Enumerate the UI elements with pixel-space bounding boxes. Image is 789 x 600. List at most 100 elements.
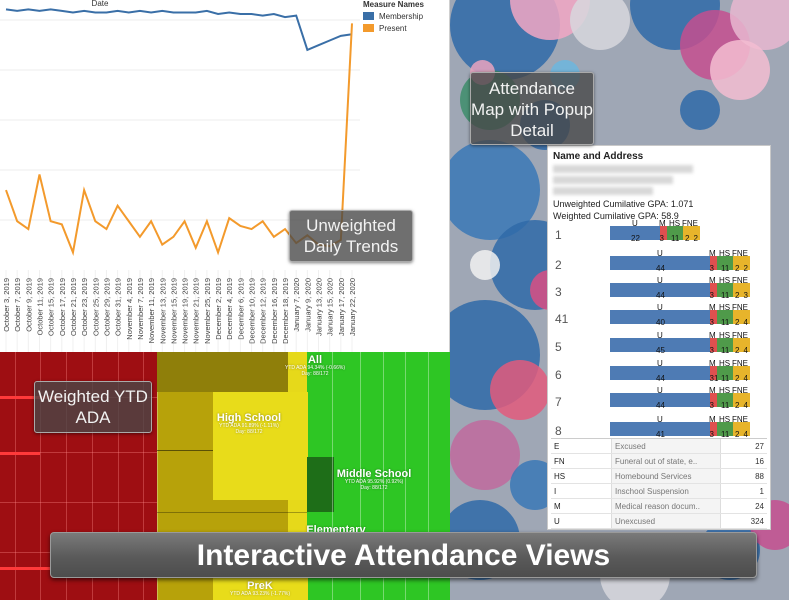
red-grid-v-4	[118, 352, 119, 600]
bar-count-m: 3	[709, 346, 714, 355]
bar-code-fne: FNE	[732, 249, 748, 258]
absence-row[interactable]: 5 45 3 11 2 4 U M HS FNE	[548, 331, 770, 361]
olive-border-1	[157, 512, 307, 513]
bar-count-fn: 2	[685, 234, 690, 243]
middle-school-name: Middle School	[336, 468, 412, 480]
bar-count-e: 4	[743, 346, 748, 355]
x-tick-label-29: January 15, 2020	[326, 278, 335, 336]
absence-row[interactable]: 3 44 3 11 2 3 U M HS FNE	[548, 276, 770, 306]
legend-item-membership[interactable]: Membership	[360, 10, 449, 22]
absence-row[interactable]: 6 44 31 11 2 4 U M HS FNE	[548, 359, 770, 389]
legend: Measure Names Membership Present	[360, 0, 449, 40]
x-tick-label-11: November 4, 2019	[125, 278, 134, 340]
bar-code-hs: HS	[719, 386, 731, 395]
code-row: E Excused 27	[551, 439, 767, 454]
map-circle-15[interactable]	[680, 90, 720, 130]
absence-row-label: 41	[555, 312, 569, 326]
absence-row[interactable]: 41 40 3 11 2 4 U M HS FNE	[548, 303, 770, 333]
green-grid-v-4	[428, 352, 429, 600]
x-tick-label-12: November 7, 2019	[136, 278, 145, 340]
code-code: HS	[554, 471, 566, 481]
x-tick-label-9: October 29, 2019	[102, 278, 111, 336]
treemap-label-high-school: High School YTD ADA 91.89% (-1.11%) Day:…	[200, 412, 298, 435]
bar-count-u: 22	[631, 234, 640, 243]
bar-count-hs: 11	[721, 401, 730, 410]
bar-segment-e	[745, 283, 750, 297]
code-description: Unexcused	[611, 514, 721, 528]
bar-segment-fn	[733, 283, 745, 297]
absence-row[interactable]: 2 44 3 11 2 2 U M HS FNE	[548, 249, 770, 279]
bar-count-hs: 11	[721, 318, 730, 327]
bar-count-fn: 2	[735, 291, 740, 300]
series-line-membership	[5, 8, 353, 52]
bar-code-u: U	[657, 303, 663, 312]
x-tick-label-18: November 25, 2019	[203, 278, 212, 344]
map-circle-11[interactable]	[490, 360, 550, 420]
treemap-label-middle-school: Middle School YTD ADA 95.92% (0.92%) Day…	[324, 468, 424, 491]
x-tick-label-14: November 13, 2019	[158, 278, 167, 344]
map-circle-2[interactable]	[570, 0, 630, 50]
bar-count-u: 40	[656, 318, 665, 327]
red-grid-v-3	[92, 352, 93, 600]
bar-segment-u	[610, 422, 710, 436]
absence-row[interactable]: 8 41 3 11 2 4 U M HS FNE	[548, 415, 770, 445]
x-tick-label-19: December 2, 2019	[214, 278, 223, 340]
all-day: Day: 88/172	[301, 370, 329, 377]
bar-count-hs: 11	[721, 291, 730, 300]
code-description: Medical reason docum..	[611, 499, 721, 513]
absence-row[interactable]: 7 44 3 11 2 4 U M HS FNE	[548, 386, 770, 416]
bar-segment-u	[610, 366, 710, 380]
absence-row[interactable]: 1 22 3 11 2 2 U M HS FNE	[548, 219, 770, 249]
bar-count-m: 3	[709, 401, 714, 410]
bar-count-e: 4	[743, 430, 748, 439]
redacted-name	[553, 165, 693, 173]
bar-code-fne: FNE	[732, 331, 748, 340]
bar-code-u: U	[657, 359, 663, 368]
bar-count-hs: 11	[721, 264, 730, 273]
x-tick-label-27: January 9, 2020	[303, 278, 312, 332]
bar-count-hs: 11	[721, 430, 730, 439]
x-tick-label-1: October 7, 2019	[13, 278, 22, 332]
red-grid-v-1	[40, 352, 41, 600]
absence-row-label: 7	[555, 395, 562, 409]
all-ada: YTD ADA 94.34% (-0.66%)	[284, 365, 346, 372]
bar-count-fn: 2	[735, 318, 740, 327]
bar-code-u: U	[657, 331, 663, 340]
x-tick-label-30: January 17, 2020	[337, 278, 346, 336]
treemap-cell-prek[interactable]	[213, 574, 308, 600]
weighted-gpa: Weighted Cumilative GPA: 58.9	[553, 211, 679, 221]
bar-count-e: 4	[743, 374, 748, 383]
code-count: 24	[755, 501, 764, 511]
map-circle-20[interactable]	[470, 250, 500, 280]
bar-count-u: 44	[656, 291, 665, 300]
code-code: U	[554, 516, 560, 526]
bar-segment-hs	[717, 422, 733, 436]
red-grid-v-0	[15, 352, 16, 600]
bar-code-u: U	[632, 219, 638, 228]
legend-item-present[interactable]: Present	[360, 22, 449, 34]
bar-segment-m	[710, 422, 717, 436]
code-row: HS Homebound Services 88	[551, 469, 767, 484]
bar-count-u: 45	[656, 346, 665, 355]
bar-count-m: 3	[709, 291, 714, 300]
bar-segment-u	[610, 338, 710, 352]
code-code: FN	[554, 456, 565, 466]
bar-segment-m	[710, 310, 717, 324]
bar-count-e: 3	[743, 291, 748, 300]
map-circle-12[interactable]	[450, 420, 520, 490]
bar-code-m: M	[709, 415, 716, 424]
bar-segment-fn	[733, 338, 745, 352]
bar-segment-m	[710, 256, 717, 270]
x-tick-label-5: October 17, 2019	[58, 278, 67, 336]
high-school-ada: YTD ADA 91.89% (-1.11%)	[219, 423, 279, 430]
x-tick-label-24: December 16, 2019	[270, 278, 279, 344]
bar-count-e: 2	[693, 234, 698, 243]
bar-code-hs: HS	[719, 276, 731, 285]
bar-code-hs: HS	[719, 249, 731, 258]
map-circle-16[interactable]	[710, 40, 770, 100]
x-axis-header: Date	[92, 0, 109, 8]
daily-trend-chart[interactable]: Date October 3, 2019 October 7, 2019 Octobe…	[0, 0, 450, 352]
bar-segment-m	[710, 366, 717, 380]
